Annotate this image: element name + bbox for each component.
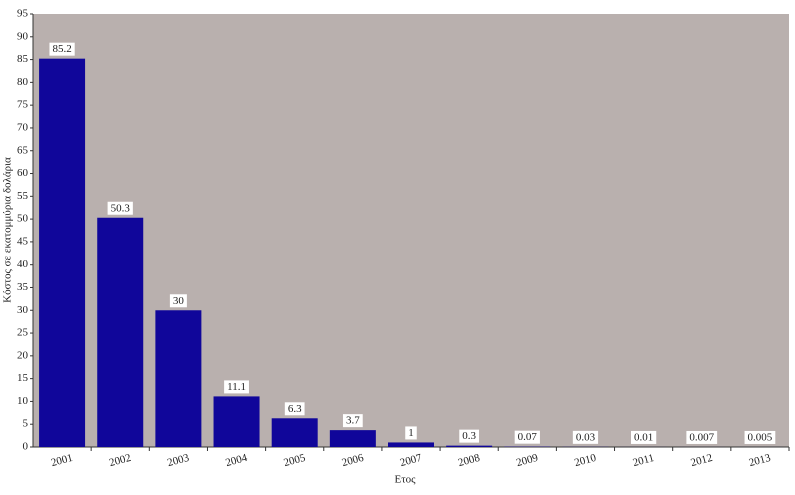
value-label: 1 <box>408 427 414 439</box>
y-tick-label: 70 <box>17 121 29 133</box>
value-label: 11.1 <box>227 381 246 393</box>
value-label-box <box>342 414 363 428</box>
y-tick-label: 55 <box>17 190 29 202</box>
value-label: 85.2 <box>52 43 71 55</box>
x-tick-label: 2004 <box>224 452 249 469</box>
y-tick-label: 15 <box>17 372 29 384</box>
x-tick-label: 2006 <box>341 452 366 469</box>
value-label: 0.3 <box>462 430 476 442</box>
y-tick-label: 25 <box>17 327 29 339</box>
value-label: 6.3 <box>288 403 302 415</box>
value-label: 0.01 <box>634 431 653 443</box>
y-axis-label: Κόστος σε εκατομμύρια δολάρια <box>2 157 14 303</box>
y-tick-label: 20 <box>17 349 29 361</box>
y-tick-label: 35 <box>17 281 29 293</box>
x-tick-label: 2005 <box>282 452 307 469</box>
x-tick-label: 2012 <box>689 452 713 469</box>
value-label-box <box>744 430 776 444</box>
y-tick-label: 5 <box>23 418 29 430</box>
bar <box>446 445 493 447</box>
y-tick-label: 85 <box>17 53 29 65</box>
value-label-box <box>572 430 599 444</box>
y-tick-label: 10 <box>17 395 29 407</box>
y-tick-label: 0 <box>23 441 29 453</box>
bar <box>39 58 86 448</box>
x-tick-label: 2002 <box>108 452 132 469</box>
y-tick-label: 80 <box>17 76 29 88</box>
value-label-box <box>630 430 657 444</box>
y-tick-label: 90 <box>17 30 29 42</box>
y-tick-label: 65 <box>17 144 29 156</box>
value-label-box <box>224 380 249 394</box>
value-label: 0.007 <box>689 431 714 443</box>
bar <box>329 430 376 447</box>
x-tick-label: 2013 <box>748 452 773 469</box>
y-tick-label: 30 <box>17 304 29 316</box>
value-label-box <box>459 429 480 443</box>
plot-area <box>33 14 789 447</box>
x-tick-label: 2007 <box>399 452 424 469</box>
y-tick-label: 40 <box>17 258 29 270</box>
value-label: 50.3 <box>111 202 131 214</box>
y-tick-label: 50 <box>17 213 29 225</box>
value-label-box <box>514 430 540 444</box>
value-label-box <box>49 42 75 56</box>
x-tick-label: 2003 <box>166 452 191 469</box>
value-label-box <box>107 201 133 215</box>
x-tick-label: 2008 <box>457 452 482 469</box>
value-label: 0.03 <box>576 431 596 443</box>
y-tick-label: 60 <box>17 167 29 179</box>
x-tick-label: 2011 <box>632 452 656 469</box>
x-tick-label: 2009 <box>515 452 540 469</box>
bar <box>155 310 202 447</box>
y-tick-label: 45 <box>17 235 29 247</box>
value-label: 0.07 <box>518 431 538 443</box>
value-label: 0.005 <box>748 432 773 444</box>
value-label-box <box>284 402 305 416</box>
value-label-box <box>169 294 187 308</box>
value-label: 3.7 <box>346 415 360 427</box>
value-label-box <box>686 430 718 444</box>
y-tick-label: 95 <box>17 8 29 20</box>
bar <box>97 217 144 447</box>
x-tick-label: 2010 <box>573 452 598 469</box>
y-tick-label: 75 <box>17 99 29 111</box>
x-axis-label: Ετος <box>395 474 417 486</box>
value-label: 30 <box>173 295 185 307</box>
bar <box>388 442 434 447</box>
value-label-box <box>405 426 417 440</box>
bar <box>271 418 318 447</box>
x-tick-label: 2001 <box>50 452 74 469</box>
bar <box>213 396 260 447</box>
